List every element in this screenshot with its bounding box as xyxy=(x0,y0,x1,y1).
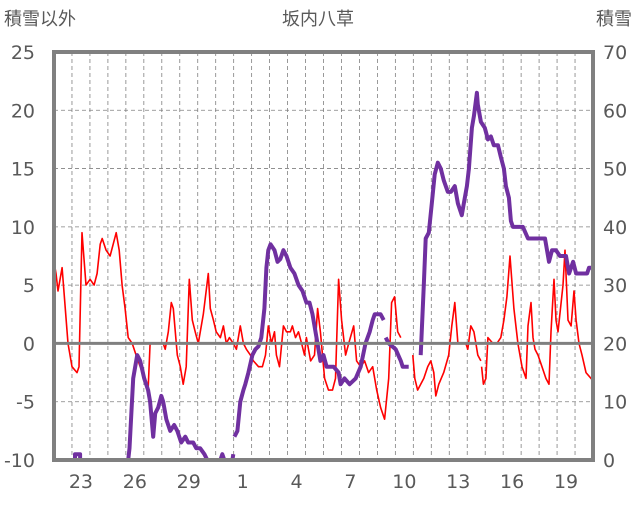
snow-depth-series-line xyxy=(232,242,386,438)
left-y-tick-label: 10 xyxy=(11,217,35,239)
right-y-tick-label: 60 xyxy=(603,100,627,122)
right-y-tick-label: 40 xyxy=(603,217,627,239)
x-tick-label: 4 xyxy=(291,471,303,493)
left-y-tick-label: -5 xyxy=(16,392,35,414)
x-tick-label: 26 xyxy=(123,471,147,493)
chart-title: 坂内八草 xyxy=(282,9,354,30)
plot-frame xyxy=(52,50,595,462)
gridlines xyxy=(54,52,593,460)
right-axis-title: 積雪 xyxy=(596,9,632,30)
left-axis-title: 積雪以外 xyxy=(4,9,76,30)
non-snow-series-line xyxy=(53,231,402,421)
left-y-tick-label: 0 xyxy=(23,333,35,355)
right-y-tick-label: 50 xyxy=(603,159,627,181)
x-tick-label: 16 xyxy=(500,471,524,493)
left-y-tick-label: 25 xyxy=(11,42,35,64)
right-y-tick-label: 70 xyxy=(603,42,627,64)
left-y-tick-label: 5 xyxy=(23,275,35,297)
left-y-tick-label: -10 xyxy=(4,450,35,472)
snow-depth-series-line xyxy=(54,353,236,462)
left-y-tick-label: 15 xyxy=(11,159,35,181)
right-y-tick-label: 10 xyxy=(603,392,627,414)
x-tick-label: 1 xyxy=(237,471,249,493)
right-y-tick-label: 0 xyxy=(603,450,615,472)
x-tick-label: 13 xyxy=(446,471,470,493)
x-tick-label: 29 xyxy=(177,471,201,493)
axes-layer xyxy=(52,50,595,462)
snow-depth-series-line xyxy=(418,90,593,356)
right-y-tick-label: 30 xyxy=(603,275,627,297)
right-y-tick-label: 20 xyxy=(603,333,627,355)
x-tick-label: 10 xyxy=(392,471,416,493)
x-tick-label: 7 xyxy=(344,471,356,493)
non-snow-series-line xyxy=(412,301,482,397)
x-tick-label: 19 xyxy=(554,471,578,493)
x-tick-label: 23 xyxy=(69,471,93,493)
left-y-tick-label: 20 xyxy=(11,100,35,122)
non-snow-series-line xyxy=(480,249,594,386)
